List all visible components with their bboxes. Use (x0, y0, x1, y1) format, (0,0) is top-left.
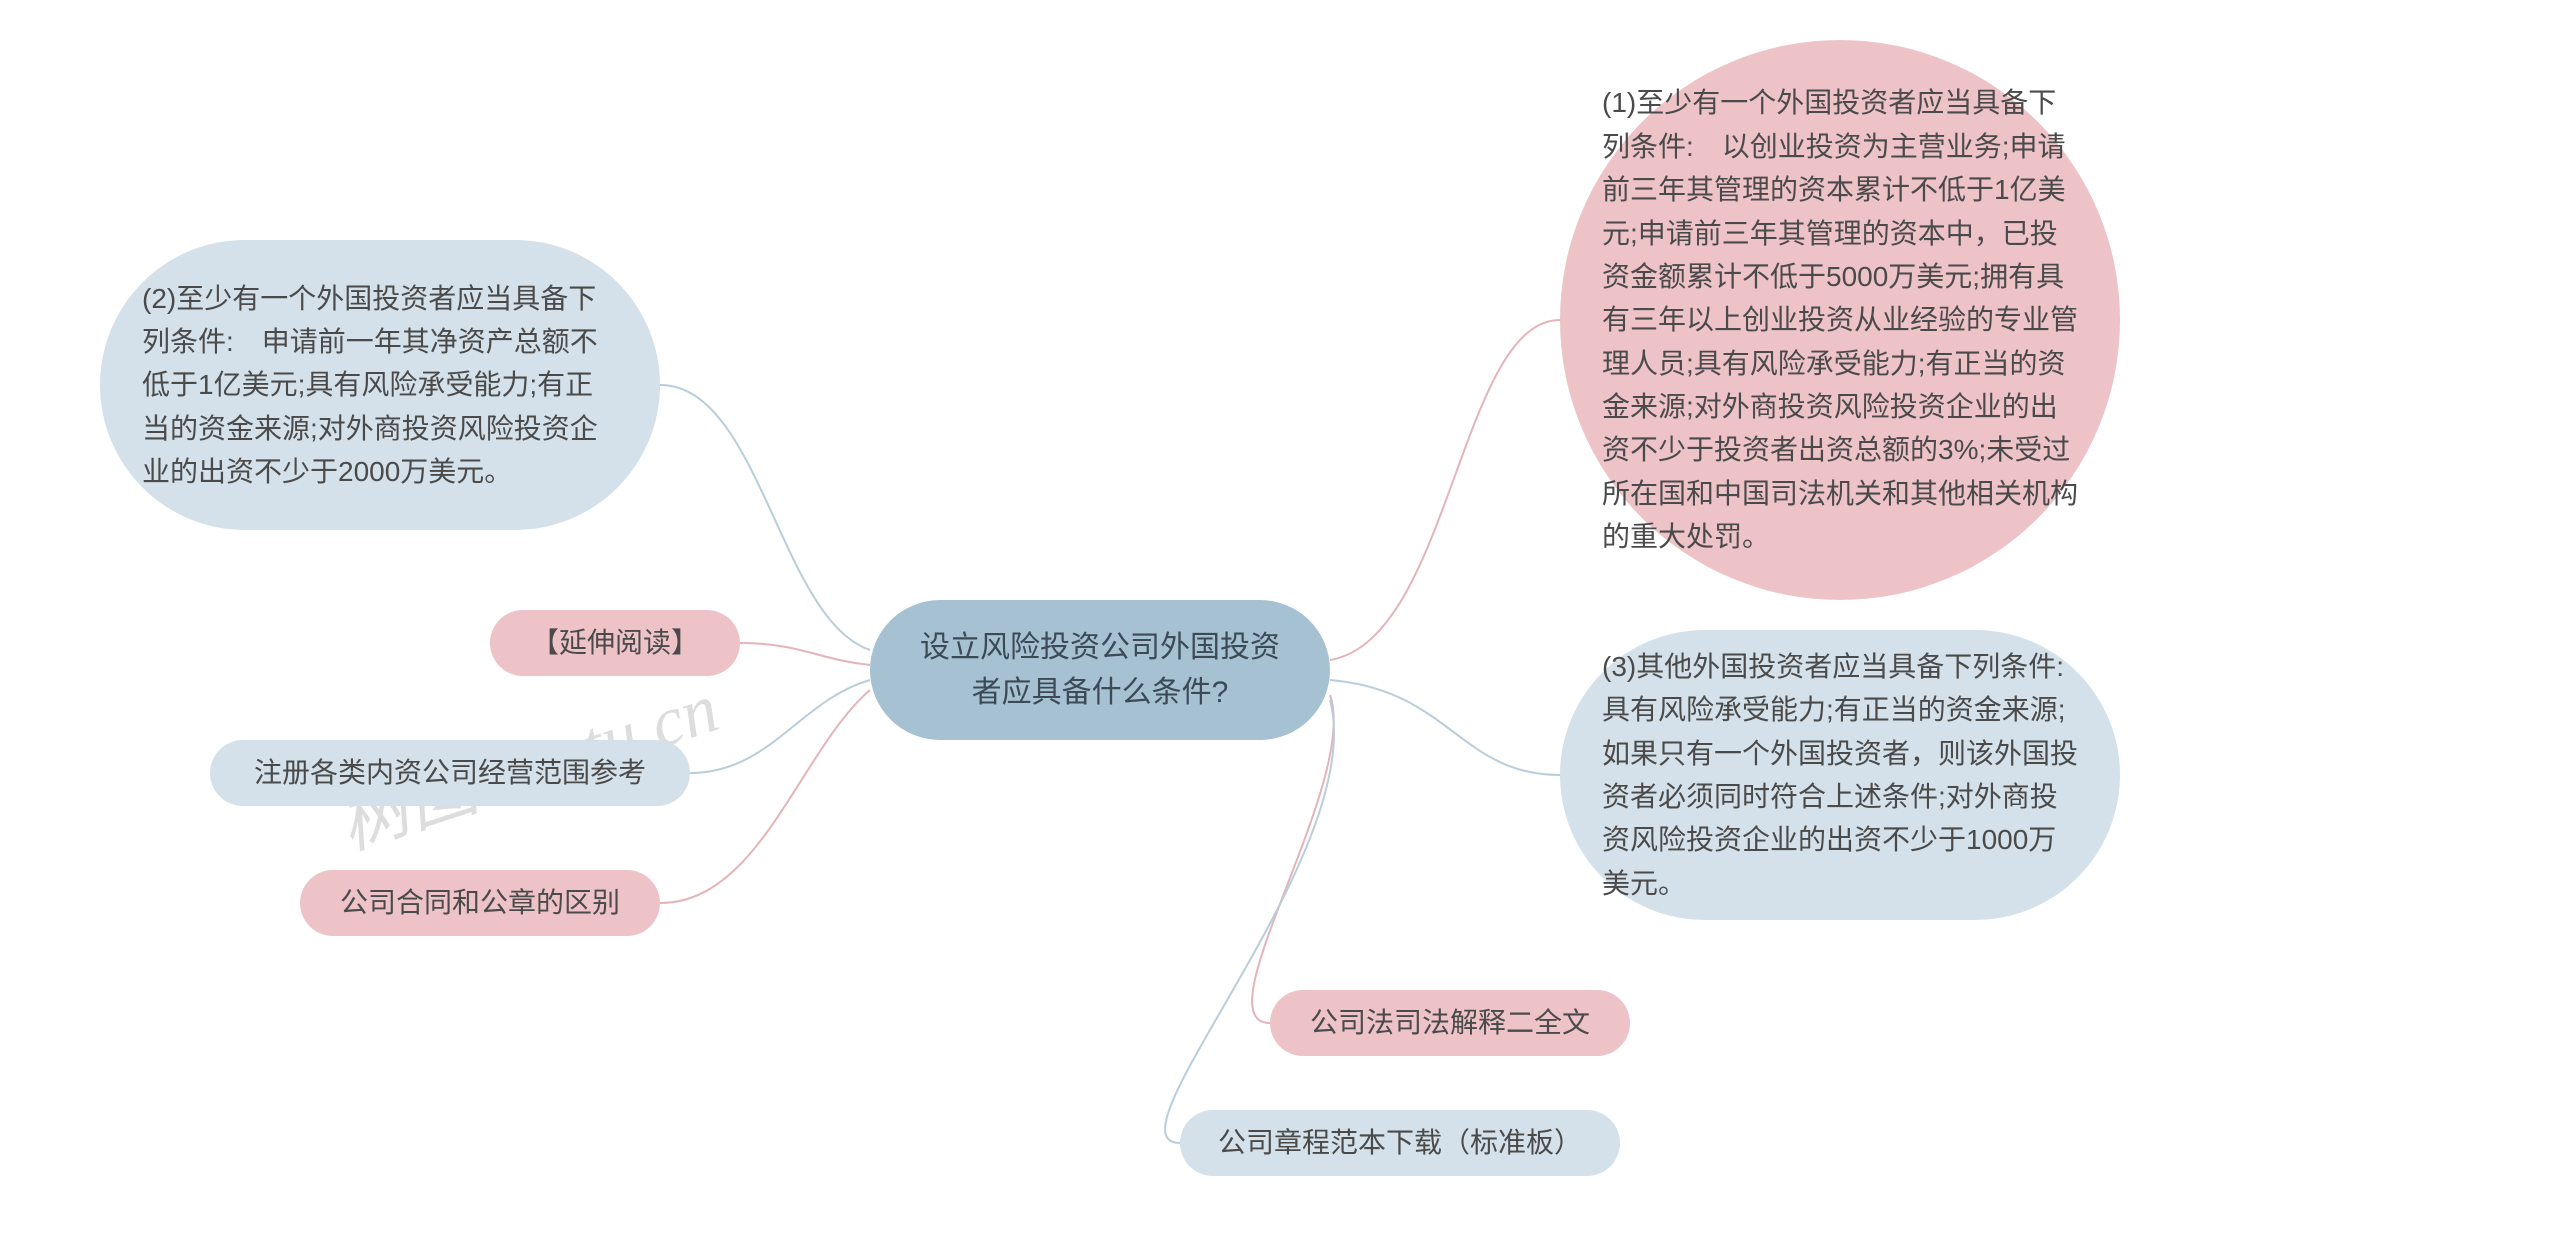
edge-l4 (660, 690, 870, 903)
edge-l2 (740, 643, 870, 665)
node-r2-text: (3)其他外国投资者应当具备下列条件: 具有风险承受能力;有正当的资金来源;如果… (1602, 645, 2078, 905)
node-l4[interactable]: 公司合同和公章的区别 (300, 870, 660, 936)
node-r4-text: 公司章程范本下载（标准板） (1218, 1121, 1582, 1164)
node-r2[interactable]: (3)其他外国投资者应当具备下列条件: 具有风险承受能力;有正当的资金来源;如果… (1560, 630, 2120, 920)
edge-r2 (1330, 680, 1560, 775)
center-node[interactable]: 设立风险投资公司外国投资者应具备什么条件? (870, 600, 1330, 740)
node-l4-text: 公司合同和公章的区别 (340, 881, 620, 924)
center-node-text: 设立风险投资公司外国投资者应具备什么条件? (912, 625, 1288, 715)
node-r1-text: (1)至少有一个外国投资者应当具备下列条件: 以创业投资为主营业务;申请前三年其… (1602, 81, 2078, 558)
node-l1[interactable]: (2)至少有一个外国投资者应当具备下列条件: 申请前一年其净资产总额不低于1亿美… (100, 240, 660, 530)
node-r4[interactable]: 公司章程范本下载（标准板） (1180, 1110, 1620, 1176)
edge-r1 (1330, 320, 1560, 660)
node-l3-text: 注册各类内资公司经营范围参考 (254, 751, 646, 794)
node-l2-text: 【延伸阅读】 (531, 621, 699, 664)
node-l1-text: (2)至少有一个外国投资者应当具备下列条件: 申请前一年其净资产总额不低于1亿美… (142, 277, 618, 494)
node-r3[interactable]: 公司法司法解释二全文 (1270, 990, 1630, 1056)
edge-l3 (690, 680, 870, 773)
edge-r4 (1165, 700, 1334, 1143)
node-r1[interactable]: (1)至少有一个外国投资者应当具备下列条件: 以创业投资为主营业务;申请前三年其… (1560, 40, 2120, 600)
node-l2[interactable]: 【延伸阅读】 (490, 610, 740, 676)
node-r3-text: 公司法司法解释二全文 (1310, 1001, 1590, 1044)
node-l3[interactable]: 注册各类内资公司经营范围参考 (210, 740, 690, 806)
edge-r3 (1252, 695, 1334, 1023)
